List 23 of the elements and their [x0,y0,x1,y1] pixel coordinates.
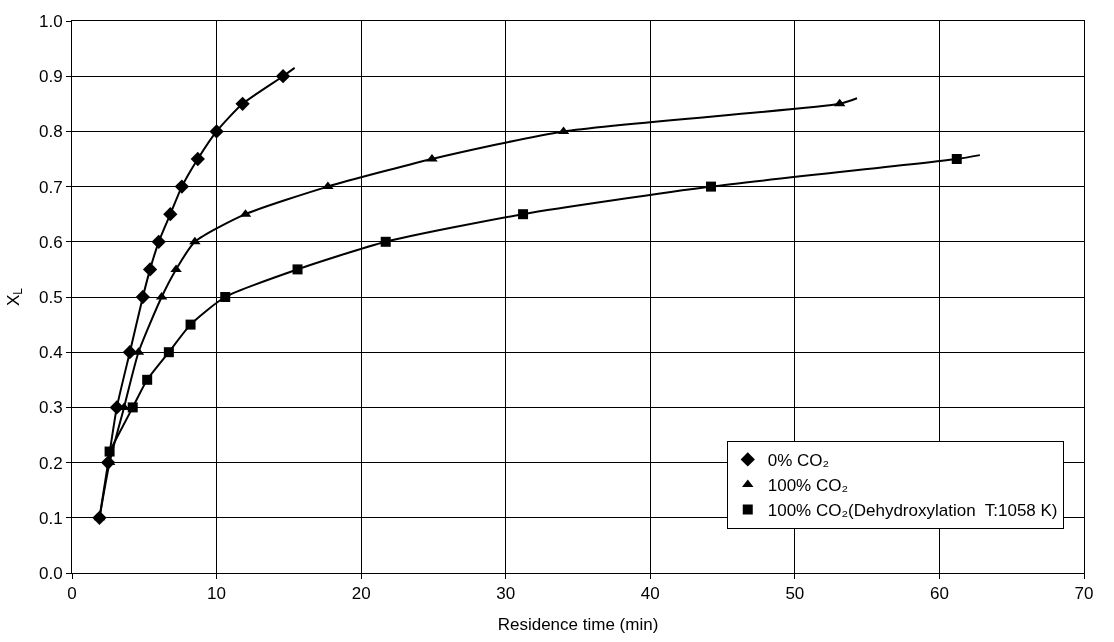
x-tick-label: 50 [785,584,805,604]
y-tick-label: 0.4 [38,343,63,363]
x-tick-label: 30 [496,584,516,604]
y-tick-label: 0.6 [38,232,63,252]
y-tick-label: 1.0 [38,11,63,31]
y-tick-label: 0.2 [38,453,63,473]
y-tick-label: 0.9 [38,67,63,87]
y-tick-label: 0.3 [38,398,63,418]
x-tick-label: 10 [207,584,227,604]
y-tick-label: 0.0 [38,563,63,583]
x-tick-label: 60 [929,584,949,604]
x-axis-title: Residence time (min) [497,614,659,634]
x-tick-label: 70 [1074,584,1094,604]
legend-label: 100% CO₂(Dehydroxylation T:1058 K) [767,501,1058,521]
y-tick-label: 0.7 [38,177,63,197]
y-tick-label: 0.1 [38,508,63,528]
x-tick-label: 40 [640,584,660,604]
y-tick-label: 0.8 [38,122,63,142]
legend-label: 0% CO₂ [767,451,830,471]
y-tick-label: 0.5 [38,287,63,307]
legend-label: 100% CO₂ [767,476,849,496]
x-tick-label: 20 [351,584,371,604]
x-tick-label: 0 [67,584,77,604]
